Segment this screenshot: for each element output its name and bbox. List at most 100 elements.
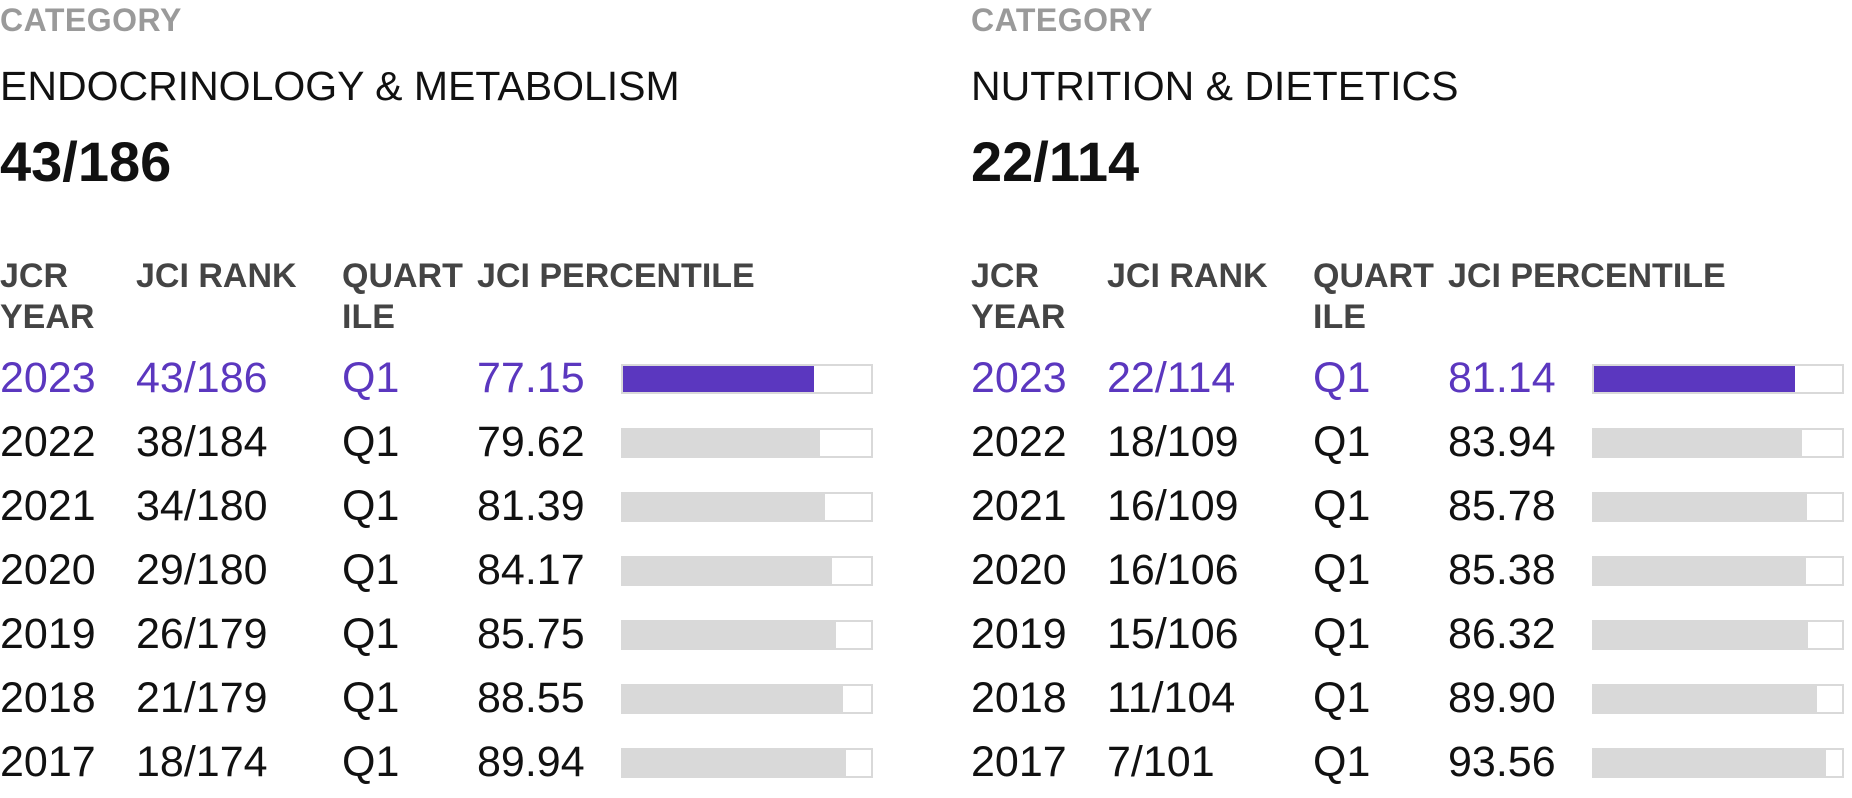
cell-quartile: Q1 bbox=[1313, 354, 1371, 402]
cell-quartile: Q1 bbox=[342, 482, 400, 530]
header-quartile: QUART ILE bbox=[342, 257, 463, 336]
percentile-bar bbox=[621, 428, 873, 458]
cell-jci-rank: 43/186 bbox=[136, 354, 268, 402]
cell-quartile: Q1 bbox=[342, 610, 400, 658]
cell-quartile: Q1 bbox=[342, 354, 400, 402]
cell-quartile: Q1 bbox=[342, 418, 400, 466]
cell-quartile: Q1 bbox=[342, 738, 400, 786]
cell-quartile: Q1 bbox=[342, 674, 400, 722]
cell-quartile: Q1 bbox=[1313, 610, 1371, 658]
percentile-bar-fill bbox=[623, 366, 815, 392]
percentile-bar bbox=[1592, 684, 1844, 714]
cell-jcr-year: 2021 bbox=[971, 482, 1067, 530]
percentile-bar-fill bbox=[1594, 622, 1809, 648]
cell-jcr-year: 2023 bbox=[971, 354, 1067, 402]
cell-jcr-year: 2017 bbox=[971, 738, 1067, 786]
category-name: NUTRITION & DIETETICS bbox=[971, 63, 1459, 109]
percentile-bar bbox=[1592, 620, 1844, 650]
cell-jci-percentile: 79.62 bbox=[477, 418, 585, 466]
cell-jcr-year: 2019 bbox=[0, 610, 96, 658]
cell-jci-percentile: 81.39 bbox=[477, 482, 585, 530]
cell-jci-rank: 11/104 bbox=[1107, 674, 1236, 722]
cell-jcr-year: 2020 bbox=[971, 546, 1067, 594]
percentile-bar bbox=[1592, 748, 1844, 778]
header-jci-rank: JCI RANK bbox=[136, 257, 297, 295]
cell-jci-rank: 18/109 bbox=[1107, 418, 1239, 466]
percentile-bar-fill bbox=[1594, 430, 1803, 456]
cell-jci-rank: 15/106 bbox=[1107, 610, 1239, 658]
cell-jci-rank: 18/174 bbox=[136, 738, 268, 786]
percentile-bar bbox=[621, 492, 873, 522]
category-label: CATEGORY bbox=[971, 2, 1153, 38]
category-label: CATEGORY bbox=[0, 2, 182, 38]
percentile-bar bbox=[621, 620, 873, 650]
table-row: 2019 26/179 Q1 85.75 bbox=[0, 606, 900, 670]
table-row: 2017 18/174 Q1 89.94 bbox=[0, 734, 900, 798]
category-name: ENDOCRINOLOGY & METABOLISM bbox=[0, 63, 680, 109]
ranking-table: 2023 43/186 Q1 77.15 2022 38/184 Q1 79.62 2021 34… bbox=[0, 350, 900, 798]
table-row: 2020 29/180 Q1 84.17 bbox=[0, 542, 900, 606]
table-row: 2023 22/114 Q1 81.14 bbox=[971, 350, 1852, 414]
percentile-bar-fill bbox=[1594, 686, 1817, 712]
cell-jci-percentile: 83.94 bbox=[1448, 418, 1556, 466]
header-jci-percentile: JCI PERCENTILE bbox=[1448, 257, 1726, 295]
cell-jci-rank: 16/109 bbox=[1107, 482, 1239, 530]
cell-jcr-year: 2023 bbox=[0, 354, 96, 402]
cell-jci-percentile: 88.55 bbox=[477, 674, 585, 722]
cell-jci-rank: 16/106 bbox=[1107, 546, 1239, 594]
cell-jci-rank: 38/184 bbox=[136, 418, 268, 466]
cell-quartile: Q1 bbox=[1313, 674, 1371, 722]
table-row: 2019 15/106 Q1 86.32 bbox=[971, 606, 1852, 670]
table-row: 2023 43/186 Q1 77.15 bbox=[0, 350, 900, 414]
percentile-bar bbox=[621, 364, 873, 394]
cell-quartile: Q1 bbox=[1313, 482, 1371, 530]
cell-jci-percentile: 85.38 bbox=[1448, 546, 1556, 594]
cell-quartile: Q1 bbox=[1313, 418, 1371, 466]
cell-jci-percentile: 77.15 bbox=[477, 354, 585, 402]
cell-jci-rank: 29/180 bbox=[136, 546, 268, 594]
table-row: 2021 16/109 Q1 85.78 bbox=[971, 478, 1852, 542]
percentile-bar-fill bbox=[623, 750, 847, 776]
table-row: 2018 21/179 Q1 88.55 bbox=[0, 670, 900, 734]
header-jcr-year: JCR YEAR bbox=[0, 257, 95, 336]
cell-jci-percentile: 89.90 bbox=[1448, 674, 1556, 722]
header-jcr-year: JCR YEAR bbox=[971, 257, 1066, 336]
table-header: JCR YEAR JCI RANK QUART ILE JCI PERCENTI… bbox=[0, 256, 900, 340]
cell-jci-percentile: 81.14 bbox=[1448, 354, 1556, 402]
cell-jci-percentile: 85.78 bbox=[1448, 482, 1556, 530]
table-row: 2022 38/184 Q1 79.62 bbox=[0, 414, 900, 478]
cell-jcr-year: 2021 bbox=[0, 482, 96, 530]
header-jci-rank: JCI RANK bbox=[1107, 257, 1268, 295]
percentile-bar-fill bbox=[623, 622, 836, 648]
percentile-bar bbox=[1592, 428, 1844, 458]
cell-jcr-year: 2018 bbox=[0, 674, 96, 722]
percentile-bar-fill bbox=[1594, 558, 1806, 584]
cell-quartile: Q1 bbox=[342, 546, 400, 594]
cell-jcr-year: 2022 bbox=[971, 418, 1067, 466]
header-jci-percentile: JCI PERCENTILE bbox=[477, 257, 755, 295]
category-rank: 43/186 bbox=[0, 130, 172, 193]
percentile-bar-fill bbox=[1594, 494, 1807, 520]
cell-jci-rank: 22/114 bbox=[1107, 354, 1236, 402]
cell-jcr-year: 2022 bbox=[0, 418, 96, 466]
cell-jci-percentile: 89.94 bbox=[477, 738, 585, 786]
percentile-bar-fill bbox=[623, 558, 832, 584]
percentile-bar-fill bbox=[623, 494, 825, 520]
percentile-bar-fill bbox=[1594, 750, 1827, 776]
cell-jcr-year: 2019 bbox=[971, 610, 1067, 658]
cell-jci-percentile: 85.75 bbox=[477, 610, 585, 658]
cell-jci-rank: 21/179 bbox=[136, 674, 268, 722]
cell-quartile: Q1 bbox=[1313, 738, 1371, 786]
category-rank: 22/114 bbox=[971, 130, 1140, 193]
table-row: 2021 34/180 Q1 81.39 bbox=[0, 478, 900, 542]
table-header: JCR YEAR JCI RANK QUART ILE JCI PERCENTI… bbox=[971, 256, 1852, 340]
percentile-bar-fill bbox=[1594, 366, 1796, 392]
percentile-bar bbox=[621, 556, 873, 586]
cell-jci-rank: 26/179 bbox=[136, 610, 268, 658]
percentile-bar bbox=[621, 748, 873, 778]
cell-jci-percentile: 93.56 bbox=[1448, 738, 1556, 786]
cell-jcr-year: 2017 bbox=[0, 738, 96, 786]
cell-jci-percentile: 84.17 bbox=[477, 546, 585, 594]
cell-jcr-year: 2018 bbox=[971, 674, 1067, 722]
percentile-bar bbox=[1592, 364, 1844, 394]
